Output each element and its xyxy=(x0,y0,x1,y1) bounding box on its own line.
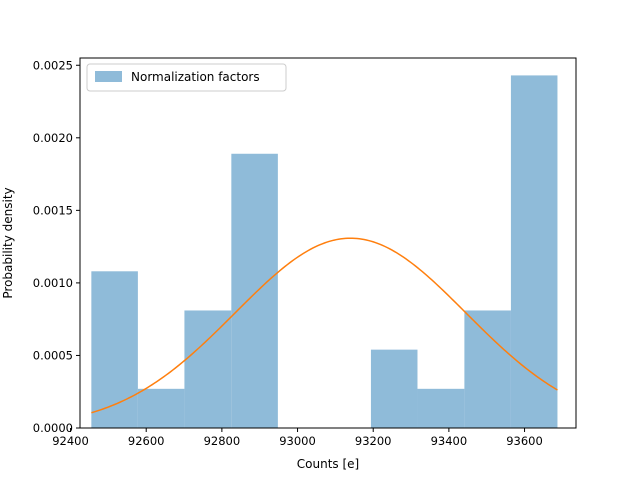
axes xyxy=(79,57,577,429)
x-tick-label: 93200 xyxy=(355,434,392,448)
y-tick-label: 0.0010 xyxy=(33,276,73,290)
y-tick-label: 0.0000 xyxy=(33,421,73,435)
y-tick-label: 0.0020 xyxy=(33,131,73,145)
histogram-bar xyxy=(370,349,418,428)
x-tick-label: 92400 xyxy=(52,434,89,448)
x-axis-ticks: 92400 92600 92800 93000 93200 93400 93600 xyxy=(52,428,543,448)
x-tick-label: 93400 xyxy=(431,434,468,448)
legend: Normalization factors xyxy=(86,63,287,92)
x-tick-label: 93000 xyxy=(279,434,316,448)
histogram-bars xyxy=(91,75,558,428)
y-axis-ticks: 0.0000 0.0005 0.0010 0.0015 0.0020 0.0025 xyxy=(33,58,80,435)
x-tick-label: 92600 xyxy=(128,434,165,448)
x-tick-label: 93600 xyxy=(506,434,543,448)
histogram-bar xyxy=(510,75,558,428)
plot-frame xyxy=(79,57,577,429)
histogram-bar xyxy=(464,310,511,428)
legend-label: Normalization factors xyxy=(131,70,260,84)
y-tick-label: 0.0025 xyxy=(33,58,73,72)
y-tick-label: 0.0015 xyxy=(33,203,73,217)
x-axis-label: Counts [e] xyxy=(297,457,359,471)
gaussian-fit-line xyxy=(91,237,558,414)
histogram-bar xyxy=(184,310,232,428)
x-tick-label: 92800 xyxy=(204,434,241,448)
legend-frame xyxy=(86,63,287,92)
histogram-bar xyxy=(91,271,138,428)
y-axis-label: Probability density xyxy=(1,187,15,298)
legend-swatch xyxy=(95,71,122,82)
y-tick-label: 0.0005 xyxy=(33,348,73,362)
histogram-bar xyxy=(417,388,465,428)
histogram-bar xyxy=(231,153,278,428)
histogram-bar xyxy=(137,388,185,428)
